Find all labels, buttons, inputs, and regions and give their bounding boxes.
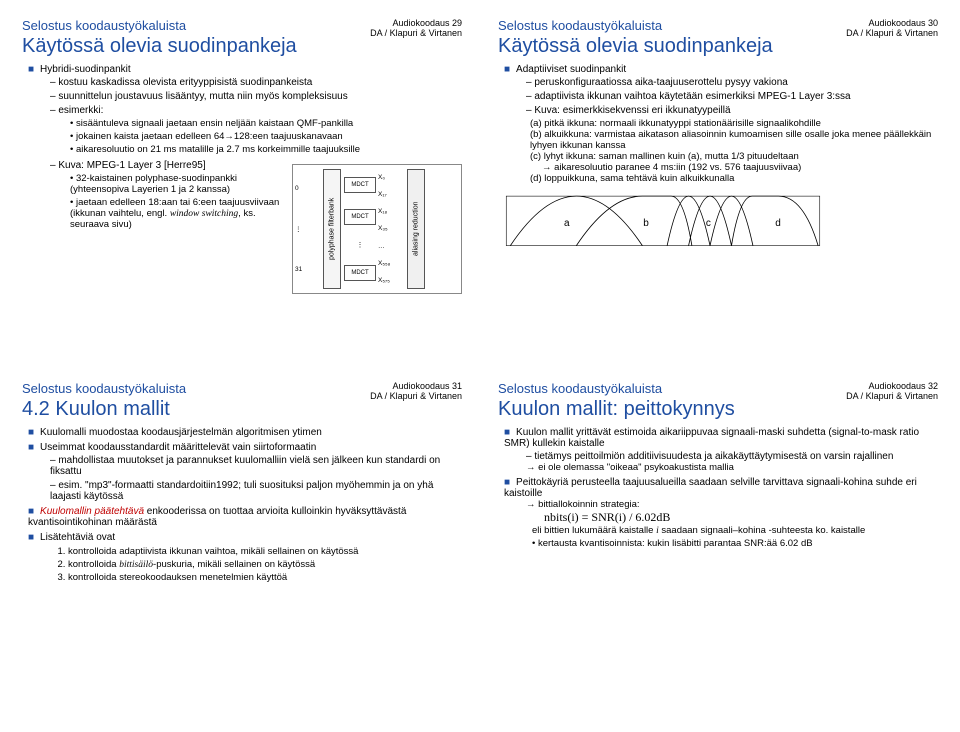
label-c: c	[706, 218, 711, 229]
slide-head: Selostus koodaustyökaluista Käytössä ole…	[498, 18, 938, 58]
title-group: Selostus koodaustyökaluista 4.2 Kuulon m…	[22, 381, 186, 421]
bullet-hybrid: Hybridi-suodinpankit kostuu kaskadissa o…	[28, 64, 462, 294]
authors: DA / Klapuri & Virtanen	[370, 28, 462, 38]
num-item: kontrolloida adaptiivista ikkunan vaihto…	[68, 546, 462, 557]
bullet-list: Adaptiiviset suodinpankit peruskonfigura…	[504, 64, 938, 184]
win-b: (b) alkuikkuna: varmistaa aikatason alia…	[530, 129, 938, 151]
mdct-stack: MDCT MDCT ⋮ MDCT	[344, 169, 376, 289]
subsub-item: 32-kaistainen polyphase-suodinpankki (yh…	[70, 173, 284, 195]
output-labels: X₀ X₁₇ X₁₈ X₃₅ … X₅₅₈ X₅₇₅	[378, 169, 404, 289]
main-title: 4.2 Kuulon mallit	[22, 398, 186, 421]
text: Kuva: MPEG-1 Layer 3 [Herre95]	[58, 160, 205, 171]
authors: DA / Klapuri & Virtanen	[846, 391, 938, 401]
title-group: Selostus koodaustyökaluista Käytössä ole…	[498, 18, 773, 58]
figure-mpeg1-layer3: 0 ⋮ 31 polyphase filterbank MDCT MDCT ⋮ …	[292, 164, 462, 294]
sub-item: Kuva: MPEG-1 Layer 3 [Herre95] 32-kaista…	[50, 160, 284, 230]
subsub-item: sisääntuleva signaali jaetaan ensin nelj…	[70, 118, 462, 129]
title-group: Selostus koodaustyökaluista Käytössä ole…	[22, 18, 297, 58]
mdct-block: MDCT	[344, 177, 376, 193]
main-title: Kuulon mallit: peittokynnys	[498, 398, 735, 421]
formula: nbits(i) = SNR(i) / 6.02dB	[544, 510, 938, 525]
authors: DA / Klapuri & Virtanen	[370, 391, 462, 401]
win-c: (c) lyhyt ikkuna: saman mallinen kuin (a…	[530, 151, 938, 162]
bullet: Lisätehtäviä ovat kontrolloida adaptiivi…	[28, 532, 462, 583]
bullet: Peittokäyriä perusteella taajuusalueilla…	[504, 477, 938, 549]
slide-meta: Audiokoodaus 32 DA / Klapuri & Virtanen	[846, 381, 938, 401]
slide-number: Audiokoodaus 32	[846, 381, 938, 391]
slide-head: Selostus koodaustyökaluista Käytössä ole…	[22, 18, 462, 58]
text: Peittokäyriä perusteella taajuusalueilla…	[504, 477, 917, 499]
text: Hybridi-suodinpankit	[40, 64, 131, 75]
slide-32: Selostus koodaustyökaluista Kuulon malli…	[488, 375, 948, 720]
bullet-list: Hybridi-suodinpankit kostuu kaskadissa o…	[28, 64, 462, 294]
title-group: Selostus koodaustyökaluista Kuulon malli…	[498, 381, 735, 421]
sub-item: suunnittelun joustavuus lisääntyy, mutta…	[50, 91, 462, 102]
label-d: d	[775, 218, 781, 229]
bullet-list: Kuulon mallit yrittävät estimoida aikari…	[504, 427, 938, 549]
win-a: (a) pitkä ikkuna: normaali ikkunatyyppi …	[530, 118, 938, 129]
label-a: a	[564, 218, 570, 229]
win-d: (d) loppuikkuna, sama tehtävä kuin alkui…	[530, 173, 938, 184]
bullet: Kuulomalli muodostaa koodausjärjestelmän…	[28, 427, 462, 438]
text: esimerkki:	[58, 105, 103, 116]
subsub-item: jaetaan edelleen 18:aan tai 6:een taajuu…	[70, 197, 284, 230]
subsub-item: kertausta kvantisoinnista: kukin lisäbit…	[532, 538, 938, 549]
pre-title: Selostus koodaustyökaluista	[22, 381, 186, 396]
slide-meta: Audiokoodaus 29 DA / Klapuri & Virtanen	[370, 18, 462, 38]
sub-item: Kuva: esimerkkisekvenssi eri ikkunatyype…	[526, 105, 938, 184]
bullet-list: Kuulomalli muodostaa koodausjärjestelmän…	[28, 427, 462, 583]
formula-explain: eli bittien lukumäärä kaistalle i saadaa…	[532, 525, 938, 536]
text: Useimmat koodausstandardit määrittelevät…	[40, 442, 316, 453]
slide-31: Selostus koodaustyökaluista 4.2 Kuulon m…	[12, 375, 472, 720]
label-b: b	[643, 218, 649, 229]
bullet: Useimmat koodausstandardit määrittelevät…	[28, 442, 462, 502]
arrow-line: bittiallokoinnin strategia:	[526, 499, 938, 510]
pre-title: Selostus koodaustyökaluista	[498, 381, 735, 396]
text: Lisätehtäviä ovat	[40, 532, 115, 543]
win-c-arrow: aikaresoluutio paranee 4 ms:iin (192 vs.…	[542, 162, 938, 173]
num-item: kontrolloida stereokoodauksen menetelmie…	[68, 572, 462, 583]
mdct-block: MDCT	[344, 209, 376, 225]
pre-title: Selostus koodaustyökaluista	[498, 18, 773, 33]
text: Adaptiiviset suodinpankit	[516, 64, 626, 75]
bullet: Kuulon mallit yrittävät estimoida aikari…	[504, 427, 938, 473]
slide-30: Selostus koodaustyökaluista Käytössä ole…	[488, 12, 948, 357]
slide-number: Audiokoodaus 31	[370, 381, 462, 391]
figure-window-sequence: a b c d	[498, 190, 828, 260]
main-title: Käytössä olevia suodinpankeja	[22, 35, 297, 58]
text: Kuulon mallit yrittävät estimoida aikari…	[504, 427, 919, 449]
red-text: Kuulomallin päätehtävä	[40, 506, 144, 517]
sub-item: esim. "mp3"-formaatti standardoitiin1992…	[50, 480, 462, 502]
sub-item: esimerkki: sisääntuleva signaali jaetaan…	[50, 105, 462, 155]
slide-number: Audiokoodaus 29	[370, 18, 462, 28]
polyphase-filterbank-block: polyphase filterbank	[323, 169, 341, 289]
arrow-line: ei ole olemassa "oikeaa" psykoakustista …	[526, 462, 938, 473]
aliasing-reduction-block: aliasing reduction	[407, 169, 425, 289]
num-item: kontrolloida bittisäilö-puskuria, mikäli…	[68, 559, 462, 570]
italic-text: window switching	[170, 209, 238, 219]
authors: DA / Klapuri & Virtanen	[846, 28, 938, 38]
sub-item: peruskonfiguraatiossa aika-taajuuserotte…	[526, 77, 938, 88]
bullet-adaptive: Adaptiiviset suodinpankit peruskonfigura…	[504, 64, 938, 184]
slide-meta: Audiokoodaus 31 DA / Klapuri & Virtanen	[370, 381, 462, 401]
sub-item: tietämys peittoilmiön additiivisuudesta …	[526, 451, 938, 473]
slide-meta: Audiokoodaus 30 DA / Klapuri & Virtanen	[846, 18, 938, 38]
slide-head: Selostus koodaustyökaluista Kuulon malli…	[498, 381, 938, 421]
sub-item: kostuu kaskadissa olevista erityyppisist…	[50, 77, 462, 88]
subsub-item: aikaresoluutio on 21 ms matalille ja 2.7…	[70, 144, 462, 155]
slide-29: Selostus koodaustyökaluista Käytössä ole…	[12, 12, 472, 357]
sub-item: mahdollistaa muutokset ja parannukset ku…	[50, 455, 462, 477]
slide-number: Audiokoodaus 30	[846, 18, 938, 28]
pre-title: Selostus koodaustyökaluista	[22, 18, 297, 33]
subsub-item: jokainen kaista jaetaan edelleen 64→128:…	[70, 131, 462, 142]
sub-item: adaptiivista ikkunan vaihtoa käytetään e…	[526, 91, 938, 102]
text: tietämys peittoilmiön additiivisuudesta …	[534, 451, 893, 462]
text: Kuva: esimerkkisekvenssi eri ikkunatyype…	[534, 105, 730, 116]
slide-head: Selostus koodaustyökaluista 4.2 Kuulon m…	[22, 381, 462, 421]
mdct-block: MDCT	[344, 265, 376, 281]
bullet: Kuulomallin päätehtävä enkooderissa on t…	[28, 506, 462, 528]
main-title: Käytössä olevia suodinpankeja	[498, 35, 773, 58]
fig-pre-labels: 0 ⋮ 31	[295, 169, 317, 289]
